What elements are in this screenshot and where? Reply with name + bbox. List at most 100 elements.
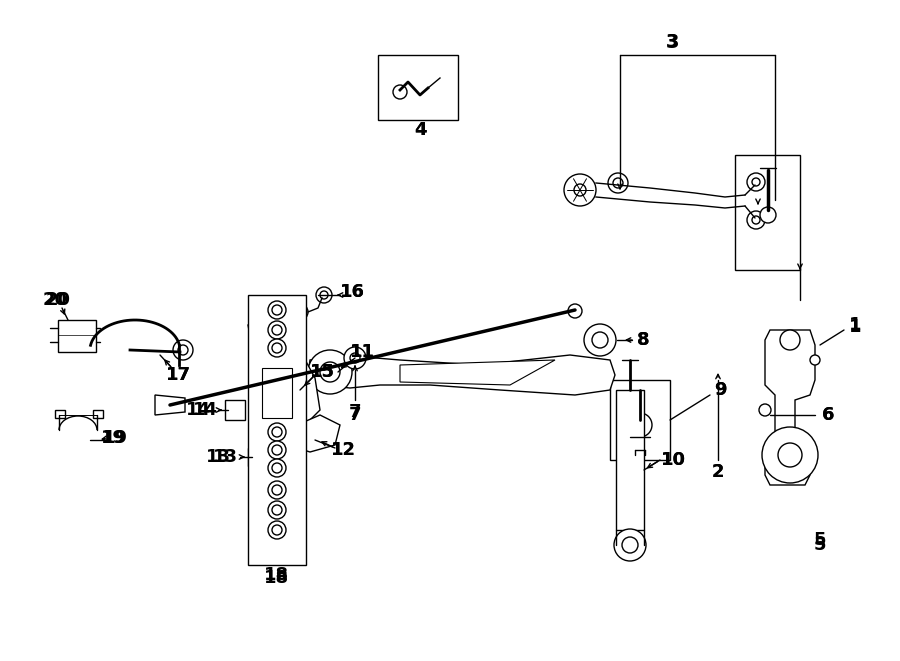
Circle shape [173,340,193,360]
Text: 4: 4 [414,121,427,139]
Bar [248,448,268,466]
Circle shape [622,537,638,553]
Circle shape [608,173,628,193]
Circle shape [762,427,818,483]
Polygon shape [155,395,185,415]
Polygon shape [288,415,340,452]
Circle shape [272,485,282,495]
Text: 17: 17 [166,366,191,384]
Circle shape [778,443,802,467]
Bar [93,410,103,418]
Text: 18: 18 [265,566,290,584]
Circle shape [614,529,646,561]
Text: 4: 4 [414,121,427,139]
Ellipse shape [271,348,293,402]
Circle shape [760,207,776,223]
Text: 19: 19 [101,429,125,447]
Text: 3: 3 [666,33,679,51]
Circle shape [272,463,282,473]
Text: 9: 9 [714,381,726,399]
Text: 18: 18 [265,569,290,587]
Text: 10: 10 [661,451,686,469]
Text: 12: 12 [330,441,356,459]
Text: 8: 8 [636,331,649,349]
Circle shape [747,211,765,229]
Text: 3: 3 [665,32,679,52]
Text: 15: 15 [310,363,335,381]
Circle shape [178,345,188,355]
Circle shape [268,521,286,539]
Circle shape [316,287,332,303]
Circle shape [272,427,282,437]
Circle shape [752,216,760,224]
Circle shape [268,501,286,519]
Text: 7: 7 [349,406,361,424]
Circle shape [320,291,328,299]
Text: 11: 11 [349,343,374,361]
Text: 1: 1 [849,318,861,336]
Circle shape [747,173,765,191]
Circle shape [268,481,286,499]
Bar [610,380,670,460]
Circle shape [272,505,282,515]
Text: 13: 13 [205,448,230,466]
Circle shape [628,413,652,437]
Polygon shape [400,360,555,385]
Bar [616,390,644,530]
Text: 5: 5 [814,531,826,549]
Text: 13: 13 [212,448,238,466]
Text: 12: 12 [330,441,356,459]
Circle shape [292,304,308,320]
Text: 1: 1 [849,316,861,334]
Circle shape [564,174,596,206]
Circle shape [272,325,282,335]
Text: 20: 20 [42,291,68,309]
Text: 19: 19 [103,429,128,447]
Circle shape [268,321,286,339]
Text: 14: 14 [193,401,218,419]
Circle shape [268,459,286,477]
Circle shape [308,350,352,394]
Circle shape [268,441,286,459]
Circle shape [759,404,771,416]
Polygon shape [765,330,815,485]
Circle shape [320,362,340,382]
Bar [225,400,245,420]
Circle shape [568,304,582,318]
Text: 10: 10 [661,451,686,469]
Text: 9: 9 [714,381,726,399]
Circle shape [592,332,608,348]
Circle shape [780,330,800,350]
Text: 2: 2 [712,463,724,481]
Text: 2: 2 [712,463,724,481]
Circle shape [268,301,286,319]
Text: 17: 17 [166,366,191,384]
Circle shape [272,445,282,455]
Circle shape [350,353,360,363]
Text: 6: 6 [822,406,834,424]
Bar [735,155,800,270]
Circle shape [272,305,282,315]
Circle shape [272,525,282,535]
Text: 20: 20 [46,291,70,309]
Circle shape [810,355,820,365]
Text: 16: 16 [339,283,365,301]
Circle shape [613,178,623,188]
Text: 5: 5 [814,536,826,554]
Bar [262,368,292,418]
Text: 8: 8 [636,331,649,349]
Circle shape [268,423,286,441]
Circle shape [344,347,366,369]
Text: 6: 6 [822,406,834,424]
Circle shape [296,308,304,316]
Polygon shape [248,310,320,430]
Text: 15: 15 [310,363,335,381]
Circle shape [393,85,407,99]
Text: 16: 16 [339,283,365,301]
Text: 14: 14 [185,401,211,419]
Bar [58,320,96,352]
Text: 7: 7 [349,403,361,421]
Bar [252,452,264,462]
Bar [55,410,65,418]
Circle shape [584,324,616,356]
